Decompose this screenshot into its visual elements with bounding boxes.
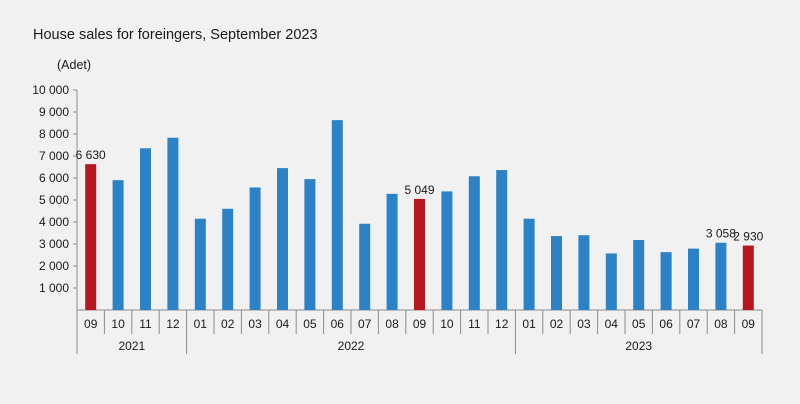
- x-tick-label: 03: [248, 317, 262, 331]
- x-tick-label: 10: [111, 317, 125, 331]
- y-tick-label: 9 000: [39, 105, 69, 119]
- bar: [140, 148, 151, 310]
- bar: [194, 218, 206, 310]
- data-label: 6 630: [76, 148, 106, 162]
- bar: [688, 248, 699, 310]
- bar: [468, 176, 480, 310]
- x-tick-label: 04: [605, 317, 619, 331]
- bar: [578, 235, 590, 310]
- x-year-label: 2023: [625, 339, 652, 353]
- x-tick-label: 08: [385, 317, 399, 331]
- bar: [660, 252, 672, 310]
- y-tick-label: 1 000: [39, 281, 69, 295]
- x-tick-label: 09: [84, 317, 98, 331]
- x-tick-label: 07: [687, 317, 701, 331]
- y-tick-label: 10 000: [32, 83, 69, 97]
- bar: [112, 180, 124, 310]
- data-label: 2 930: [733, 230, 763, 244]
- bar: [633, 240, 645, 310]
- bar: [277, 168, 288, 310]
- x-tick-label: 03: [577, 317, 591, 331]
- y-axis-unit-label: (Adet): [57, 58, 92, 72]
- bar: [222, 208, 234, 310]
- bar: [359, 223, 371, 310]
- x-tick-label: 11: [139, 317, 152, 331]
- x-tick-label: 02: [550, 317, 564, 331]
- x-tick-label: 06: [659, 317, 673, 331]
- y-tick-label: 7 000: [39, 149, 69, 163]
- chart-title: House sales for foreingers, September 20…: [33, 27, 318, 43]
- data-label: 3 058: [706, 227, 736, 241]
- bar: [715, 242, 727, 310]
- bar: [496, 170, 508, 310]
- bar-highlighted: [414, 198, 425, 310]
- y-tick-label: 6 000: [39, 171, 69, 185]
- y-tick-label: 3 000: [39, 237, 69, 251]
- x-tick-label: 11: [468, 317, 481, 331]
- y-tick-label: 4 000: [39, 215, 69, 229]
- x-tick-label: 01: [194, 317, 208, 331]
- x-year-label: 2021: [118, 339, 145, 353]
- x-year-label: 2022: [338, 339, 365, 353]
- bar: [304, 179, 316, 310]
- bar: [331, 120, 343, 310]
- x-tick-label: 08: [714, 317, 728, 331]
- data-label: 5 049: [404, 183, 434, 197]
- x-tick-label: 05: [303, 317, 317, 331]
- y-tick-label: 5 000: [39, 193, 69, 207]
- bar: [167, 137, 179, 310]
- bar: [441, 191, 453, 310]
- y-tick-label: 8 000: [39, 127, 69, 141]
- x-tick-label: 09: [742, 317, 756, 331]
- x-tick-label: 05: [632, 317, 646, 331]
- x-tick-label: 04: [276, 317, 290, 331]
- x-tick-label: 01: [522, 317, 536, 331]
- x-tick-label: 02: [221, 317, 235, 331]
- bar: [386, 193, 398, 310]
- bar: [605, 253, 617, 310]
- x-tick-label: 09: [413, 317, 427, 331]
- x-tick-label: 07: [358, 317, 372, 331]
- x-tick-label: 12: [495, 317, 509, 331]
- y-tick-label: 2 000: [39, 259, 69, 273]
- bar: [523, 218, 535, 310]
- bar: [249, 187, 261, 310]
- x-tick-label: 06: [331, 317, 345, 331]
- bar-highlighted: [85, 164, 97, 310]
- x-tick-label: 12: [166, 317, 180, 331]
- x-tick-label: 10: [440, 317, 454, 331]
- bar: [551, 236, 562, 310]
- bar-highlighted: [742, 245, 754, 310]
